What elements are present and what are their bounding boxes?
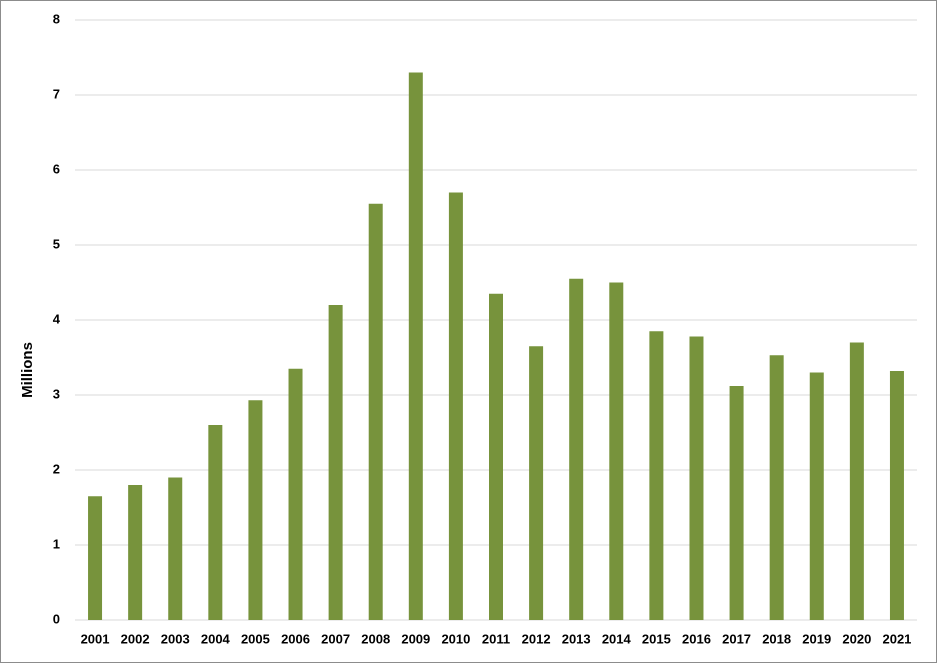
bar [889,371,904,620]
y-tick-label: 4 [53,311,61,326]
bar [569,278,584,620]
x-tick-label: 2008 [361,631,390,646]
x-tick-label: 2011 [482,631,510,646]
bar [88,496,103,620]
bar [529,346,544,620]
y-tick-label: 8 [53,11,60,26]
bar [448,192,463,620]
y-tick-label: 7 [53,86,60,101]
x-tick-label: 2005 [241,631,270,646]
x-tick-label: 2002 [121,631,150,646]
bar [689,336,704,620]
x-tick-label: 2003 [161,631,190,646]
y-tick-label: 0 [53,611,60,626]
bar [248,400,263,620]
bar [769,355,784,620]
x-tick-label: 2018 [762,631,791,646]
y-tick-label: 3 [53,386,60,401]
x-tick-label: 2001 [81,631,110,646]
bar [288,368,303,620]
x-tick-label: 2016 [682,631,711,646]
bar [729,386,744,620]
x-tick-label: 2006 [281,631,310,646]
bar [128,485,143,620]
x-tick-label: 2010 [441,631,470,646]
x-tick-label: 2021 [882,631,911,646]
bar [609,282,624,620]
bar [408,72,423,620]
y-tick-label: 5 [53,236,60,251]
y-axis-label: Millions [19,342,36,398]
x-tick-label: 2012 [522,631,551,646]
bar [849,342,864,620]
x-tick-label: 2004 [201,631,231,646]
bar [809,372,824,620]
x-tick-label: 2014 [602,631,632,646]
x-tick-label: 2015 [642,631,671,646]
x-tick-label: 2007 [321,631,350,646]
x-tick-label: 2017 [722,631,751,646]
bar [208,425,223,620]
x-tick-label: 2009 [401,631,430,646]
bar [489,293,503,620]
x-tick-label: 2019 [802,631,831,646]
bar [168,477,183,620]
bar [368,203,383,620]
y-tick-label: 1 [53,536,60,551]
y-tick-label: 6 [53,161,60,176]
x-tick-label: 2020 [842,631,871,646]
x-tick-label: 2013 [562,631,591,646]
bar [649,331,664,620]
y-tick-label: 2 [53,461,60,476]
bar [328,305,343,620]
